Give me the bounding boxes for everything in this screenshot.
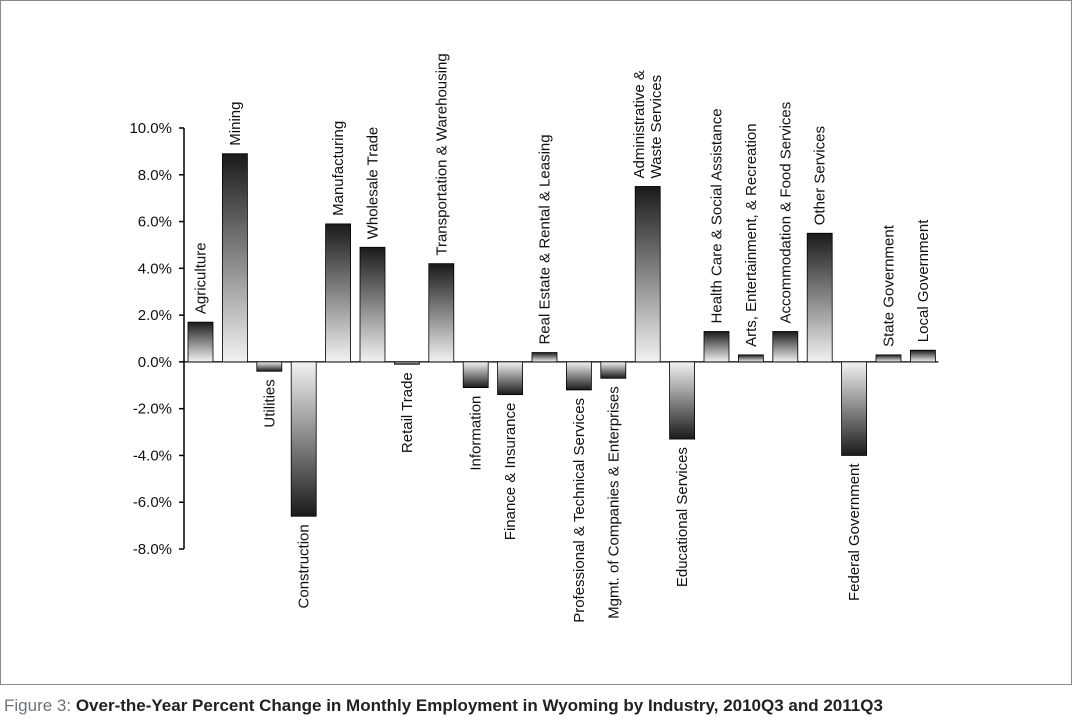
category-label-text: Retail Trade: [399, 372, 416, 453]
category-label-text: Finance & Insurance: [502, 403, 519, 541]
bar: [325, 223, 352, 363]
category-label: Other Services: [812, 126, 829, 225]
y-tick-label: -4.0%: [133, 447, 172, 464]
category-label-text: State Government: [881, 224, 898, 347]
category-label: Information: [468, 396, 485, 471]
bar: [359, 246, 386, 363]
bar: [187, 321, 214, 363]
bar: [841, 361, 867, 456]
bar: [393, 361, 420, 365]
bar: [290, 361, 317, 517]
category-label: Health Care & Social Assistance: [709, 108, 726, 323]
bar: [806, 232, 833, 363]
category-label: Agriculture: [193, 242, 210, 314]
category-label: Mining: [227, 102, 244, 146]
category-label: Finance & Insurance: [502, 403, 519, 541]
category-label: Federal Government: [846, 463, 863, 601]
category-label-text: Health Care & Social Assistance: [709, 108, 726, 323]
bar: [221, 153, 248, 363]
bars: [187, 153, 936, 517]
category-label-text: Transportation & Warehousing: [433, 53, 450, 255]
bar-chart: 10.0% 8.0% 6.0% 4.0% 2.0% 0.0% -2.0% -4.0% -6.0%…: [129, 53, 939, 623]
category-label: Construction: [296, 524, 313, 608]
category-label: Manufacturing: [330, 121, 347, 216]
bar: [634, 186, 661, 363]
category-label-text: Local Government: [915, 219, 932, 342]
category-label: State Government: [881, 224, 898, 347]
category-label-text: Professional & Technical Services: [571, 398, 588, 623]
category-label: Professional & Technical Services: [571, 398, 588, 623]
category-label: Accommodation & Food Services: [777, 102, 794, 324]
category-label-text: Accommodation & Food Services: [777, 102, 794, 324]
bar: [738, 354, 764, 363]
bar: [910, 349, 936, 363]
figure-number: Figure 3:: [4, 696, 72, 715]
bar: [600, 361, 627, 379]
category-label-text: Arts, Entertainment, & Recreation: [743, 123, 760, 346]
category-label-text: Mgmt. of Companies & Enterprises: [605, 386, 622, 619]
category-label: Transportation & Warehousing: [433, 53, 450, 255]
category-label-text: Manufacturing: [330, 121, 347, 216]
bar: [566, 361, 592, 391]
category-label-text: Real Estate & Rental & Leasing: [537, 134, 554, 344]
category-label-text: Wholesale Trade: [365, 127, 382, 240]
category-label-text: Waste Services: [648, 75, 665, 179]
category-label: Utilities: [261, 379, 278, 427]
figure-caption: Figure 3: Over-the-Year Percent Change i…: [4, 694, 883, 718]
category-label-text: Construction: [296, 524, 313, 608]
y-tick-label: 0.0%: [138, 354, 172, 371]
y-tick-label: 8.0%: [138, 167, 172, 184]
category-label-text: Agriculture: [193, 242, 210, 314]
figure-title: Over-the-Year Percent Change in Monthly …: [75, 696, 883, 715]
y-tick-label: 4.0%: [138, 260, 172, 277]
category-label-text: Federal Government: [846, 463, 863, 601]
y-tick-label: -8.0%: [133, 541, 172, 558]
category-label: Wholesale Trade: [365, 127, 382, 240]
bar: [462, 361, 489, 389]
category-label: Educational Services: [674, 447, 691, 587]
category-label: Mgmt. of Companies & Enterprises: [605, 386, 622, 619]
bar: [772, 331, 799, 363]
category-label-text: Other Services: [812, 126, 829, 225]
y-tick-label: 6.0%: [138, 214, 172, 231]
y-tick-label: 10.0%: [129, 120, 172, 137]
category-label: Retail Trade: [399, 372, 416, 453]
category-label-text: Educational Services: [674, 447, 691, 587]
category-label: Real Estate & Rental & Leasing: [537, 134, 554, 344]
bar: [497, 361, 524, 396]
category-label: Arts, Entertainment, & Recreation: [743, 123, 760, 346]
category-label-text: Administrative &: [631, 70, 648, 178]
y-tick-label: 2.0%: [138, 307, 172, 324]
category-labels: Agriculture Mining Utilities Construction Ma…: [193, 53, 932, 622]
y-tick-label: -6.0%: [133, 494, 172, 511]
y-axis: 10.0% 8.0% 6.0% 4.0% 2.0% 0.0% -2.0% -4.0% -6.0%…: [129, 120, 939, 558]
category-label-text: Mining: [227, 102, 244, 146]
category-label-text: Utilities: [261, 379, 278, 427]
bar: [428, 263, 455, 363]
bar: [531, 352, 558, 363]
y-tick-label: -2.0%: [133, 401, 172, 418]
chart-frame: [0, 0, 1072, 685]
bar: [256, 361, 283, 372]
category-label: Administrative & Waste Services: [631, 70, 665, 178]
bar: [703, 331, 730, 363]
bar: [669, 361, 695, 440]
category-label: Local Government: [915, 219, 932, 342]
bar: [875, 354, 902, 363]
category-label-text: Information: [468, 396, 485, 471]
